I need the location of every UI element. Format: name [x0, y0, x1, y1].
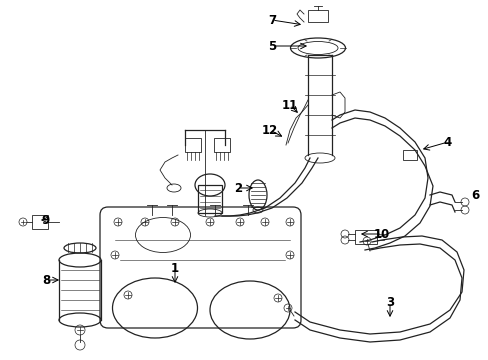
Text: 3: 3: [385, 296, 393, 309]
Bar: [32, 215, 48, 229]
Text: 5: 5: [267, 40, 276, 53]
Text: 1: 1: [171, 261, 179, 274]
Bar: [354, 230, 376, 244]
Text: 8: 8: [42, 274, 50, 287]
Text: 11: 11: [281, 99, 298, 112]
Bar: [198, 185, 222, 213]
Text: 9: 9: [42, 213, 50, 226]
Text: 7: 7: [267, 14, 276, 27]
Text: 10: 10: [373, 228, 389, 240]
Bar: [184, 138, 201, 152]
Text: 12: 12: [262, 123, 278, 136]
Bar: [402, 150, 416, 160]
Bar: [214, 138, 229, 152]
Text: 2: 2: [233, 181, 242, 194]
Text: 4: 4: [443, 135, 451, 149]
Bar: [307, 10, 327, 22]
Text: 6: 6: [470, 189, 478, 202]
